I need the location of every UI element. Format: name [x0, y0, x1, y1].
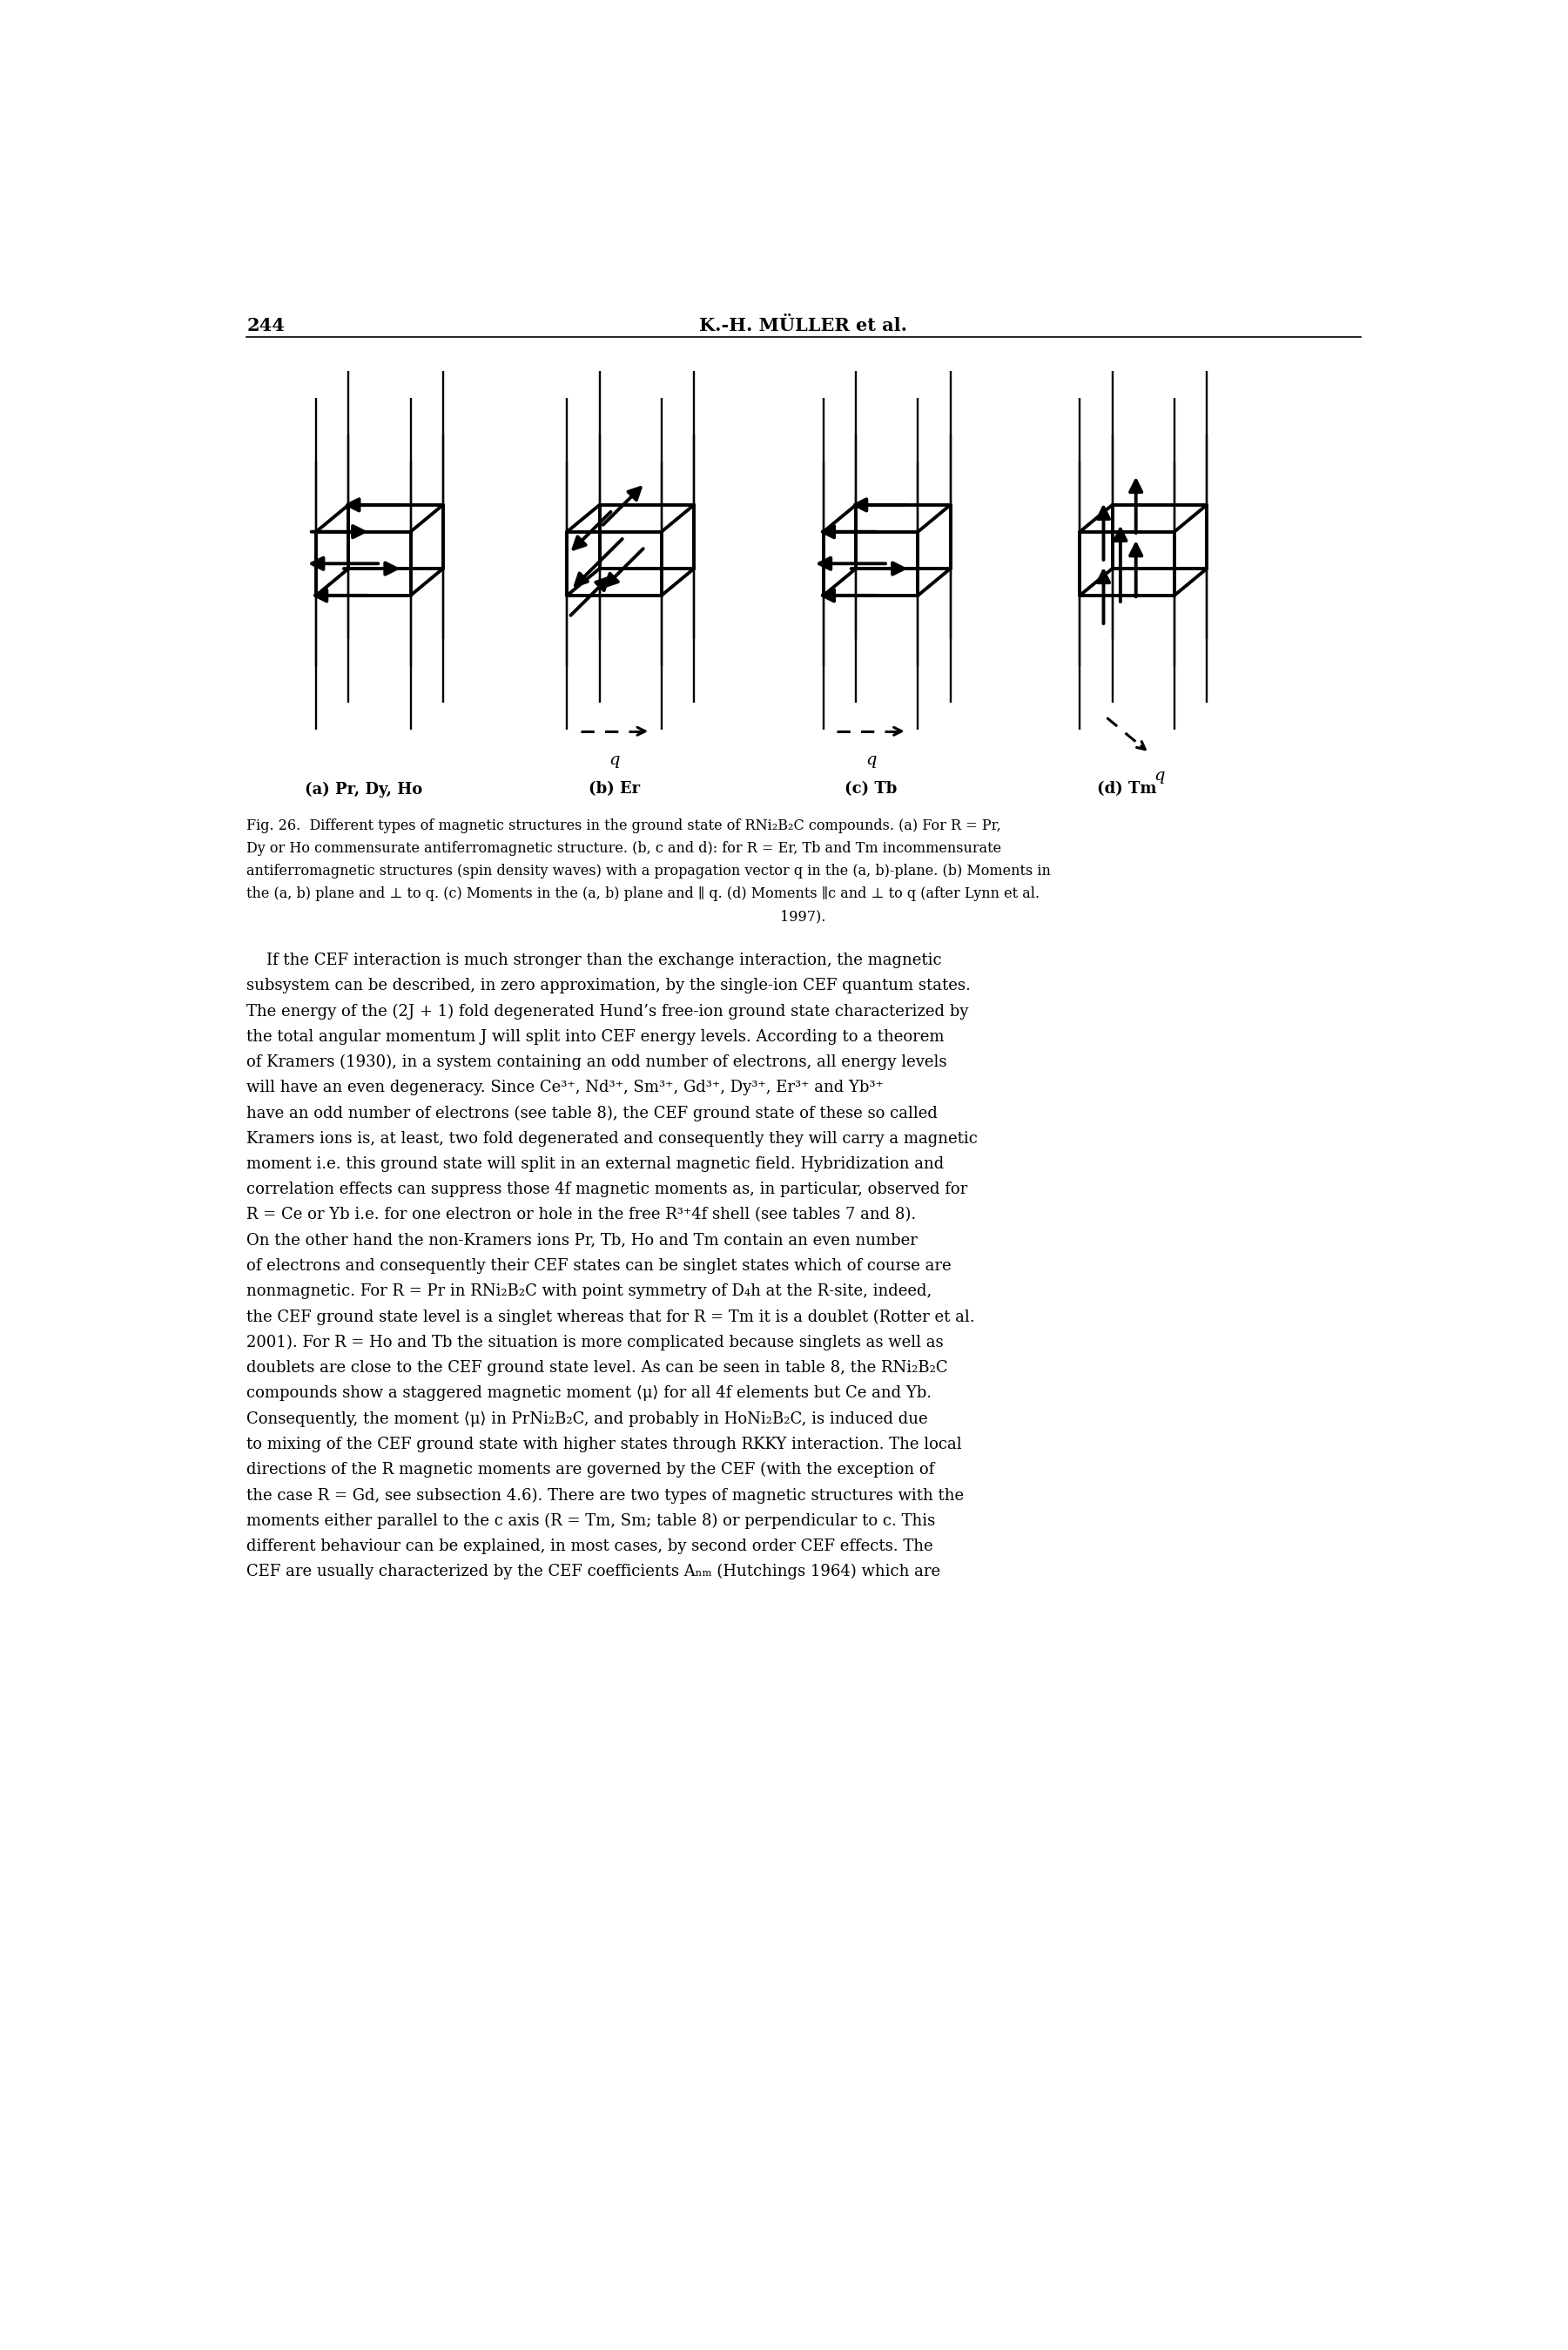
Text: q: q	[608, 752, 619, 768]
Text: doublets are close to the CEF ground state level. As can be seen in table 8, the: doublets are close to the CEF ground sta…	[246, 1361, 949, 1375]
Text: nonmagnetic. For R = Pr in RNi₂B₂C with point symmetry of D₄h at the R-site, ind: nonmagnetic. For R = Pr in RNi₂B₂C with …	[246, 1283, 931, 1300]
Text: 1997).: 1997).	[781, 909, 826, 924]
Text: moment i.e. this ground state will split in an external magnetic field. Hybridiz: moment i.e. this ground state will split…	[246, 1156, 944, 1173]
Text: Fig. 26.  Different types of magnetic structures in the ground state of RNi₂B₂C : Fig. 26. Different types of magnetic str…	[246, 818, 1002, 834]
Text: K.-H. MÜLLER et al.: K.-H. MÜLLER et al.	[699, 317, 908, 334]
Text: moments either parallel to the c axis (R = Tm, Sm; table 8) or perpendicular to : moments either parallel to the c axis (R…	[246, 1513, 936, 1530]
Text: antiferromagnetic structures (spin density waves) with a propagation vector q in: antiferromagnetic structures (spin densi…	[246, 865, 1051, 879]
Text: (b) Er: (b) Er	[588, 783, 640, 797]
Text: q: q	[866, 752, 877, 768]
Text: compounds show a staggered magnetic moment ⟨μ⟩ for all 4f elements but Ce and Yb: compounds show a staggered magnetic mome…	[246, 1386, 931, 1401]
Text: Dy or Ho commensurate antiferromagnetic structure. (b, c and d): for R = Er, Tb : Dy or Ho commensurate antiferromagnetic …	[246, 841, 1002, 855]
Text: the (a, b) plane and ⊥ to q. (c) Moments in the (a, b) plane and ∥ q. (d) Moment: the (a, b) plane and ⊥ to q. (c) Moments…	[246, 886, 1040, 902]
Text: Consequently, the moment ⟨μ⟩ in PrNi₂B₂C, and probably in HoNi₂B₂C, is induced d: Consequently, the moment ⟨μ⟩ in PrNi₂B₂C…	[246, 1410, 928, 1426]
Text: of electrons and consequently their CEF states can be singlet states which of co: of electrons and consequently their CEF …	[246, 1257, 952, 1274]
Text: 2001). For R = Ho and Tb the situation is more complicated because singlets as w: 2001). For R = Ho and Tb the situation i…	[246, 1335, 944, 1351]
Text: (a) Pr, Dy, Ho: (a) Pr, Dy, Ho	[304, 783, 422, 797]
Text: (c) Tb: (c) Tb	[845, 783, 897, 797]
Text: q: q	[1154, 768, 1165, 785]
Text: 244: 244	[246, 317, 285, 334]
Text: If the CEF interaction is much stronger than the exchange interaction, the magne: If the CEF interaction is much stronger …	[246, 952, 942, 968]
Text: R = Ce or Yb i.e. for one electron or hole in the free R³⁺4f shell (see tables 7: R = Ce or Yb i.e. for one electron or ho…	[246, 1208, 916, 1222]
Text: correlation effects can suppress those 4f magnetic moments as, in particular, ob: correlation effects can suppress those 4…	[246, 1182, 967, 1198]
Text: the total angular momentum J will split into CEF energy levels. According to a t: the total angular momentum J will split …	[246, 1029, 944, 1043]
Text: On the other hand the non-Kramers ions Pr, Tb, Ho and Tm contain an even number: On the other hand the non-Kramers ions P…	[246, 1234, 917, 1248]
Text: the case R = Gd, see subsection 4.6). There are two types of magnetic structures: the case R = Gd, see subsection 4.6). Th…	[246, 1488, 964, 1504]
Text: of Kramers (1930), in a system containing an odd number of electrons, all energy: of Kramers (1930), in a system containin…	[246, 1055, 947, 1069]
Text: to mixing of the CEF ground state with higher states through RKKY interaction. T: to mixing of the CEF ground state with h…	[246, 1436, 961, 1452]
Text: Kramers ions is, at least, two fold degenerated and consequently they will carry: Kramers ions is, at least, two fold dege…	[246, 1130, 978, 1147]
Text: (d) Tm: (d) Tm	[1098, 783, 1157, 797]
Text: different behaviour can be explained, in most cases, by second order CEF effects: different behaviour can be explained, in…	[246, 1539, 933, 1553]
Text: CEF are usually characterized by the CEF coefficients Aₙₘ (Hutchings 1964) which: CEF are usually characterized by the CEF…	[246, 1563, 941, 1579]
Text: subsystem can be described, in zero approximation, by the single-ion CEF quantum: subsystem can be described, in zero appr…	[246, 978, 971, 994]
Text: have an odd number of electrons (see table 8), the CEF ground state of these so : have an odd number of electrons (see tab…	[246, 1104, 938, 1121]
Text: will have an even degeneracy. Since Ce³⁺, Nd³⁺, Sm³⁺, Gd³⁺, Dy³⁺, Er³⁺ and Yb³⁺: will have an even degeneracy. Since Ce³⁺…	[246, 1079, 884, 1095]
Text: The energy of the (2J + 1) fold degenerated Hund’s free-ion ground state charact: The energy of the (2J + 1) fold degenera…	[246, 1003, 969, 1020]
Text: directions of the R magnetic moments are governed by the CEF (with the exception: directions of the R magnetic moments are…	[246, 1462, 935, 1478]
Text: the CEF ground state level is a singlet whereas that for R = Tm it is a doublet : the CEF ground state level is a singlet …	[246, 1309, 975, 1325]
